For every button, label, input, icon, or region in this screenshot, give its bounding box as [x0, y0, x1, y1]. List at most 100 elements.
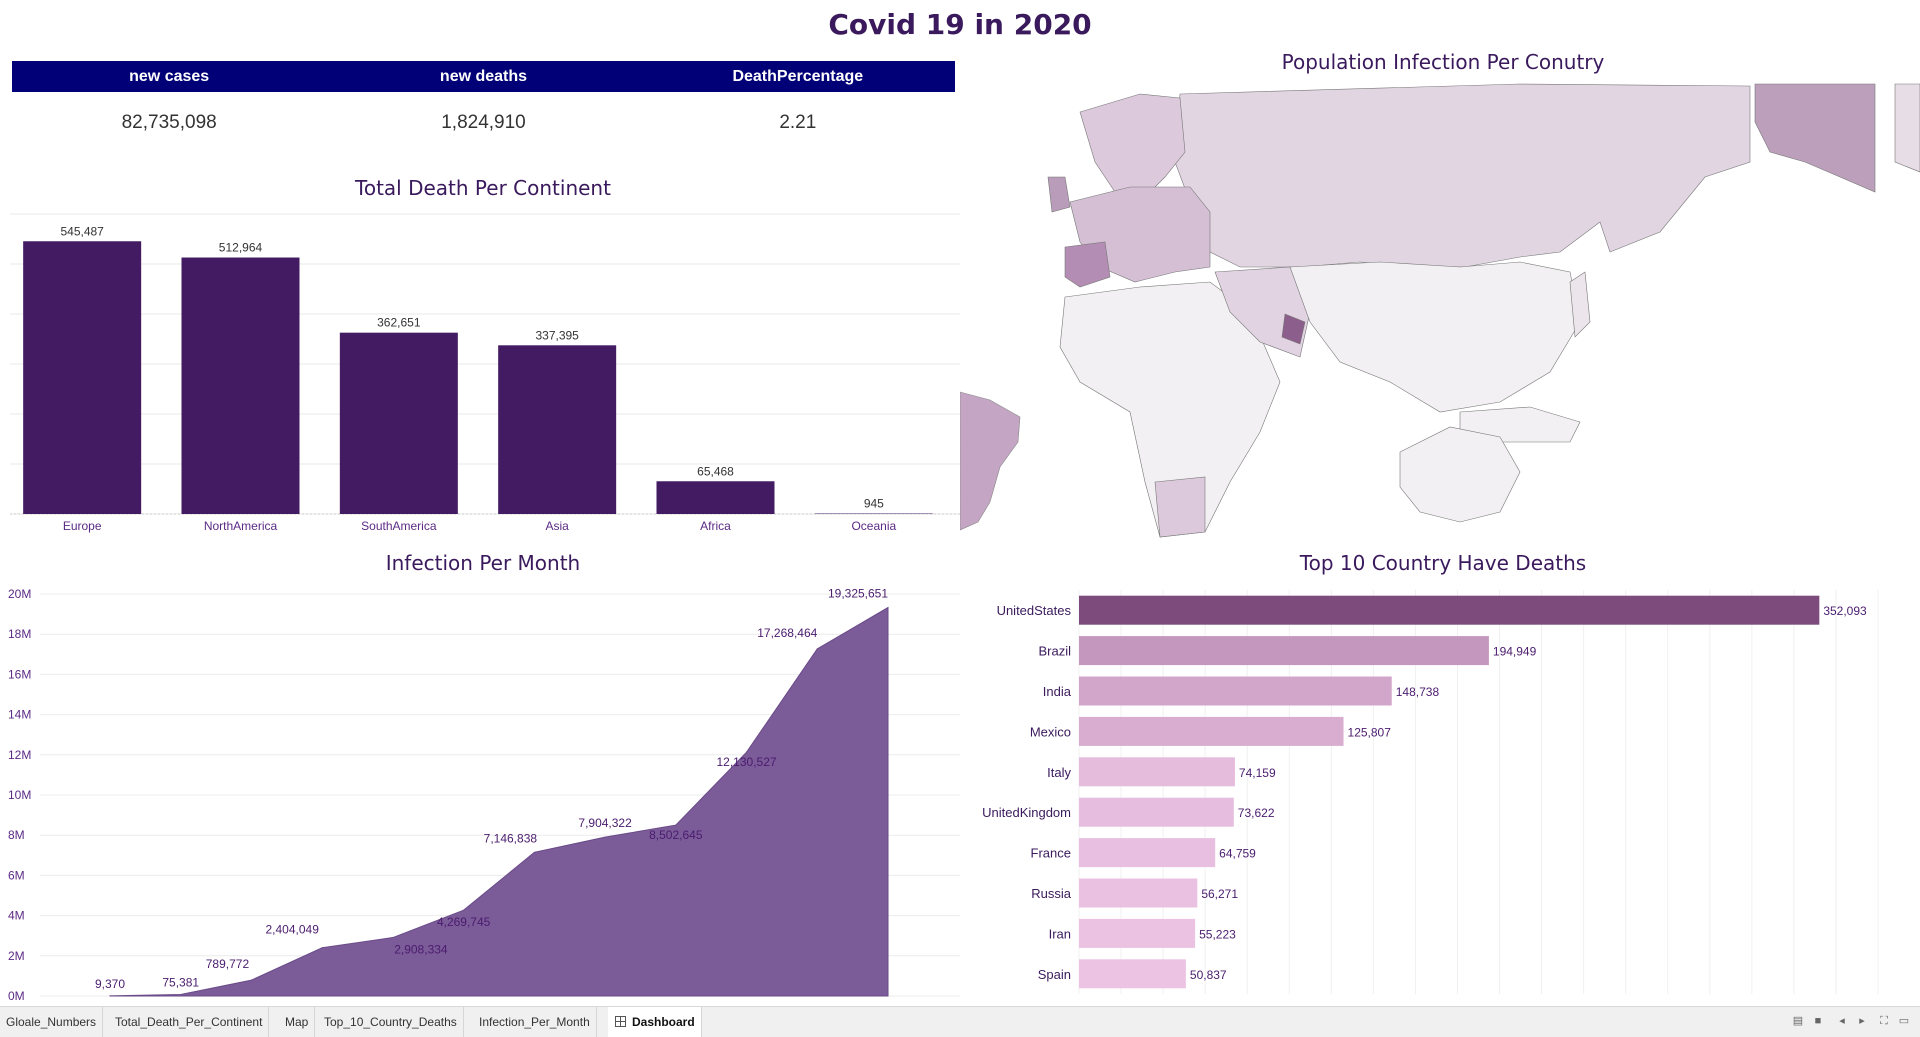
kpi-header-new-deaths: new deaths: [326, 61, 640, 92]
country-value-label: 56,271: [1201, 887, 1238, 901]
area-value-label: 7,904,322: [578, 816, 632, 830]
tab-map[interactable]: Map: [279, 1007, 315, 1037]
y-tick-label: 8M: [8, 828, 25, 842]
bar-value-label: 545,487: [60, 224, 104, 238]
country-tick-label: Iran: [1049, 926, 1071, 941]
dashboard-grid-icon: [615, 1016, 626, 1027]
area-value-label: 75,381: [162, 975, 199, 989]
continent-bar: [340, 333, 458, 514]
bar-value-label: 362,651: [377, 316, 421, 330]
country-value-label: 194,949: [1493, 645, 1537, 659]
country-value-label: 64,759: [1219, 847, 1256, 861]
kpi-value-row: 82,735,098 1,824,910 2.21: [12, 112, 955, 134]
bar-value-label: 65,468: [697, 464, 734, 478]
tab-infection-per-month[interactable]: Infection_Per_Month: [473, 1007, 597, 1037]
tab-total-death-per-continent[interactable]: Total_Death_Per_Continent: [109, 1007, 269, 1037]
y-tick-label: 16M: [8, 667, 31, 681]
infection-area: [110, 608, 888, 996]
country-tick-label: Spain: [1038, 967, 1071, 982]
tab-top-10-country-deaths[interactable]: Top_10_Country_Deaths: [318, 1007, 464, 1037]
area-value-label: 17,268,464: [757, 626, 817, 640]
map-region-canada-edge: [1895, 84, 1920, 172]
area-value-label: 4,269,745: [437, 915, 491, 929]
bar-value-label: 512,964: [219, 241, 263, 255]
area-point: [817, 648, 818, 649]
country-bar: [1079, 959, 1186, 988]
area-value-label: 2,404,049: [265, 923, 319, 937]
category-tick-label: Oceania: [851, 519, 896, 533]
country-value-label: 125,807: [1348, 725, 1392, 739]
country-tick-label: France: [1031, 846, 1071, 861]
map-title: Population Infection Per Conutry: [966, 50, 1920, 74]
country-bar: [1079, 757, 1235, 786]
sheet-tab-bar: Gloale_Numbers Total_Death_Per_Continent…: [0, 1006, 1920, 1037]
country-value-label: 73,622: [1238, 806, 1275, 820]
country-tick-label: Italy: [1047, 765, 1071, 780]
area-point: [251, 980, 252, 981]
tab-dashboard-label: Dashboard: [632, 1015, 695, 1029]
month-chart-title: Infection Per Month: [0, 551, 966, 575]
continent-bar: [498, 345, 616, 514]
country-bar: [1079, 596, 1819, 625]
world-map[interactable]: [960, 82, 1920, 544]
country-value-label: 352,093: [1823, 604, 1867, 618]
bar-value-label: 337,395: [535, 328, 579, 342]
kpi-header-row: new cases new deaths DeathPercentage: [12, 61, 955, 92]
tab-dashboard[interactable]: Dashboard: [608, 1007, 702, 1037]
area-point: [392, 937, 393, 938]
dashboard-title: Covid 19 in 2020: [0, 8, 1920, 41]
area-value-label: 7,146,838: [484, 831, 538, 845]
kpi-header-new-cases: new cases: [12, 61, 326, 92]
area-value-label: 8,502,645: [649, 828, 703, 842]
category-tick-label: Africa: [700, 519, 731, 533]
y-tick-label: 10M: [8, 788, 31, 802]
tab-view-icon[interactable]: ■: [1812, 1015, 1824, 1027]
category-tick-label: SouthAmerica: [361, 519, 437, 533]
country-tick-label: Brazil: [1038, 644, 1071, 659]
country-bar: [1079, 717, 1344, 746]
country-tick-label: Russia: [1031, 886, 1072, 901]
top10-chart-title: Top 10 Country Have Deaths: [966, 551, 1920, 575]
y-tick-label: 12M: [8, 748, 31, 762]
area-point: [110, 995, 111, 996]
kpi-value-new-deaths: 1,824,910: [326, 112, 640, 134]
area-value-label: 9,370: [95, 977, 125, 991]
prev-sheet-icon[interactable]: ◂: [1836, 1015, 1848, 1027]
country-tick-label: India: [1043, 684, 1072, 699]
area-point: [605, 837, 606, 838]
country-value-label: 55,223: [1199, 927, 1236, 941]
filmstrip-view-icon[interactable]: ▤: [1792, 1015, 1804, 1027]
area-point: [463, 910, 464, 911]
kpi-header-death-percentage: DeathPercentage: [641, 61, 955, 92]
area-value-label: 12,130,527: [717, 755, 777, 769]
area-value-label: 19,325,651: [828, 587, 888, 601]
next-sheet-icon[interactable]: ▸: [1856, 1015, 1868, 1027]
country-bar: [1079, 919, 1195, 948]
y-tick-label: 4M: [8, 909, 25, 923]
continent-bar-chart: 545,487Europe512,964NorthAmerica362,651S…: [0, 200, 966, 540]
presentation-mode-icon[interactable]: ▭: [1898, 1015, 1910, 1027]
country-tick-label: Mexico: [1030, 724, 1071, 739]
kpi-value-death-percentage: 2.21: [641, 112, 955, 134]
country-bar: [1079, 677, 1392, 706]
country-bar: [1079, 636, 1489, 665]
y-tick-label: 0M: [8, 989, 25, 1002]
country-bar: [1079, 798, 1234, 827]
area-point: [888, 607, 889, 608]
y-tick-label: 18M: [8, 627, 31, 641]
area-point: [322, 947, 323, 948]
tab-gloale-numbers[interactable]: Gloale_Numbers: [0, 1007, 103, 1037]
country-bar: [1079, 838, 1215, 867]
country-value-label: 50,837: [1190, 968, 1227, 982]
country-value-label: 74,159: [1239, 766, 1276, 780]
area-point: [675, 825, 676, 826]
y-tick-label: 14M: [8, 708, 31, 722]
country-value-label: 148,738: [1396, 685, 1440, 699]
fit-window-icon[interactable]: ⛶: [1878, 1015, 1890, 1027]
bar-value-label: 945: [864, 497, 884, 511]
y-tick-label: 6M: [8, 868, 25, 882]
y-tick-label: 2M: [8, 949, 25, 963]
continent-bar: [23, 241, 141, 514]
